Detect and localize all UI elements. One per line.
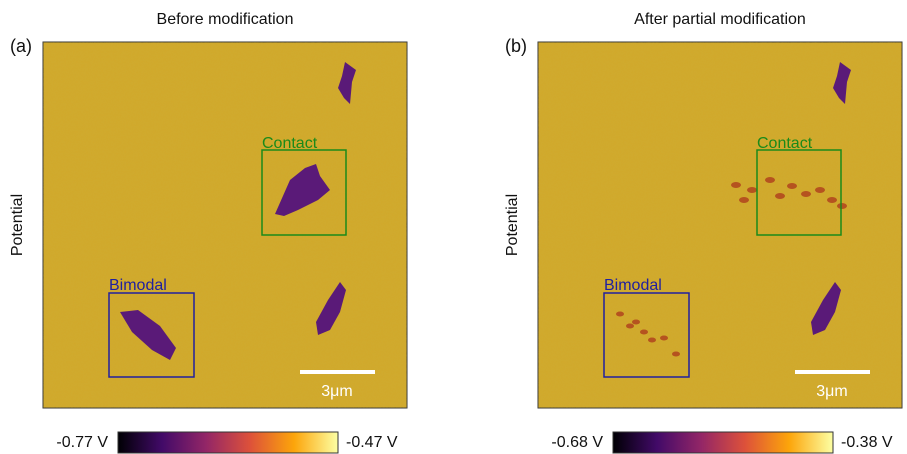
colorbar-max: -0.38 V	[841, 434, 893, 451]
contact-box	[261, 149, 347, 236]
flake-fragment	[648, 337, 656, 343]
flake-fragment	[672, 351, 680, 357]
contact-label: Contact	[757, 135, 813, 152]
flake-fragment	[787, 183, 797, 189]
colorbar-max: -0.47 V	[346, 434, 398, 451]
flake	[833, 62, 851, 104]
panel-title: Before modification	[157, 11, 294, 28]
image-texture	[43, 42, 407, 408]
colorbar	[612, 431, 834, 454]
panel-label: (b)	[505, 36, 527, 56]
colorbar-min: -0.68 V	[551, 434, 603, 451]
panel: Before modification (a) Potential Contact Bi…	[9, 11, 408, 454]
scalebar-label: 3μm	[816, 383, 847, 400]
flake-fragment	[747, 187, 757, 193]
flake-fragment	[739, 197, 749, 203]
bimodal-label: Bimodal	[604, 277, 662, 294]
flake	[811, 282, 841, 335]
y-label: Potential	[9, 194, 26, 256]
panel-label: (a)	[10, 36, 32, 56]
flake	[275, 164, 330, 216]
flake-fragment	[640, 329, 648, 335]
flake-fragment	[660, 335, 668, 341]
image-texture	[538, 42, 902, 408]
flake	[338, 62, 356, 104]
y-label: Potential	[504, 194, 521, 256]
flake-fragment	[801, 191, 811, 197]
flake-fragment	[765, 177, 775, 183]
flake-fragment	[775, 193, 785, 199]
flake-fragment	[616, 311, 624, 317]
flake-fragment	[815, 187, 825, 193]
panel: After partial modification (b) Potential Co…	[504, 11, 903, 454]
flake	[120, 310, 176, 360]
colorbar-min: -0.77 V	[56, 434, 108, 451]
bimodal-box	[108, 292, 195, 378]
flake-fragment	[837, 203, 847, 209]
colorbar	[117, 431, 339, 454]
flake-fragment	[632, 319, 640, 325]
contact-box	[756, 149, 842, 236]
bimodal-box	[603, 292, 690, 378]
flake-fragment	[731, 182, 741, 188]
contact-label: Contact	[262, 135, 318, 152]
panel-title: After partial modification	[634, 11, 806, 28]
flake	[316, 282, 346, 335]
flake-fragment	[827, 197, 837, 203]
scalebar-label: 3μm	[321, 383, 352, 400]
flake-fragment	[626, 323, 634, 329]
bimodal-label: Bimodal	[109, 277, 167, 294]
